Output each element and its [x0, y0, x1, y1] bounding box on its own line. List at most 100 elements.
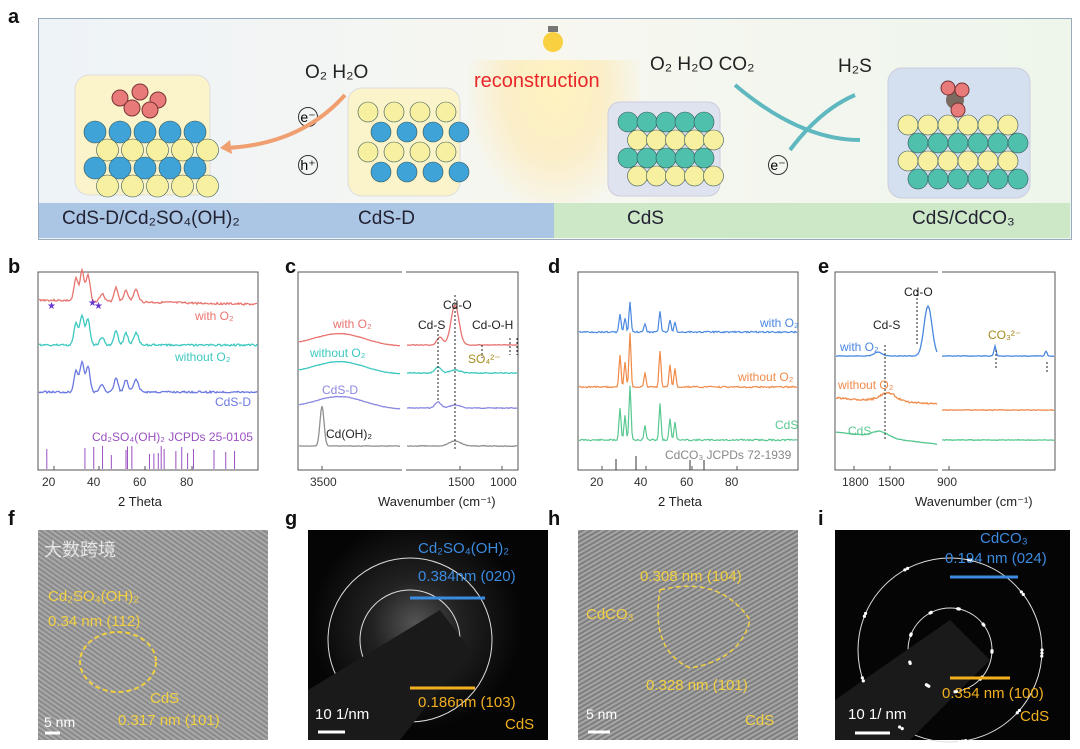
diffraction-spot [957, 739, 962, 744]
oxygen-atom [111, 89, 129, 107]
atom [183, 120, 207, 144]
oxygen-atom [141, 101, 159, 119]
diffraction-spot [960, 739, 965, 743]
g-phase2-label: CdS [505, 716, 535, 733]
atom [422, 161, 444, 183]
g-phase-label: Cd₂SO₄(OH)₂ [418, 540, 510, 557]
panel-label-g: g [285, 508, 298, 530]
diffraction-spot [1040, 654, 1044, 658]
h-d-spacing-2: 0.328 nm (101) [646, 677, 748, 694]
ir-trace-right-0 [406, 304, 518, 347]
diffraction-spot [970, 558, 974, 563]
legend-without-o2: without O₂ [738, 370, 794, 384]
h-phase2-label: CdS [745, 712, 775, 729]
x-axis-label-b: 2 Theta [118, 494, 162, 509]
atom [146, 174, 169, 198]
g-d-spacing-1: 0.384nm (020) [418, 568, 516, 585]
diffraction-spot [924, 683, 929, 687]
annotation-co3: CO₃²⁻ [988, 328, 1022, 342]
atom [997, 150, 1019, 172]
ir-trace-e-left-1 [835, 391, 938, 405]
x-tick-label-b: 20 [42, 475, 56, 489]
atom [108, 156, 132, 180]
h-scale-label: 5 nm [586, 706, 618, 722]
x-tick-label-c: 3500 [310, 475, 337, 489]
atom [158, 120, 182, 144]
reconstruction-label: reconstruction [474, 70, 600, 92]
x-tick-label-e: 900 [937, 475, 958, 489]
diffraction-spot [1021, 592, 1025, 596]
axis-break [938, 268, 942, 474]
diffraction-spot [990, 650, 994, 654]
atom [370, 161, 392, 183]
ir-trace-e-right-1 [941, 408, 1055, 412]
diffraction-spot [898, 725, 902, 729]
atom [83, 120, 107, 144]
atom [96, 174, 119, 198]
atom [997, 114, 1019, 136]
tem-image-h [578, 530, 798, 740]
lattice-region-outline [79, 631, 157, 693]
atom [448, 121, 470, 143]
i-phase2-label: CdS [1020, 708, 1050, 725]
atom [133, 156, 157, 180]
atom [357, 101, 379, 123]
arrow-right-icon [733, 83, 861, 142]
f-d-spacing-2: 0.317 nm (101) [118, 712, 220, 729]
diffraction-spot [953, 690, 957, 694]
star-marker: ★ [94, 301, 103, 312]
reference-label: CdCO₃ JCPDs 72-1939 [665, 448, 792, 462]
atom [409, 101, 431, 123]
band-left [39, 203, 554, 238]
legend-without-o2: without O₂ [838, 378, 894, 392]
g-scale-label: 10 1/nm [315, 706, 370, 723]
atom [121, 138, 144, 162]
atom [108, 120, 132, 144]
diffraction-spot [982, 623, 986, 627]
panel-label-i: i [818, 508, 824, 530]
x-tick-label-d: 40 [634, 475, 648, 489]
legend-with-o2: with O₂ [333, 317, 372, 331]
atom [96, 138, 119, 162]
band-label-cds-d: CdS-D [358, 208, 416, 229]
atom [171, 174, 194, 198]
atom [183, 156, 207, 180]
axis-break [402, 268, 406, 474]
atom [435, 141, 457, 163]
atom [396, 121, 418, 143]
diffraction-spot [861, 679, 865, 683]
plot-frame-b [37, 271, 259, 471]
x-tick-label-b: 40 [87, 475, 101, 489]
f-scale-label: 5 nm [44, 714, 76, 730]
band-label-cds-d-cd2so4oh2: CdS-D/Cd₂SO₄(OH)₂ [62, 208, 240, 229]
diffraction-spot [1040, 651, 1044, 655]
band-right [554, 203, 1070, 238]
ir-trace-left-0 [299, 332, 400, 347]
x-axis-label-d: 2 Theta [658, 494, 702, 509]
atom [396, 161, 418, 183]
ir-trace-e-right-0 [941, 343, 1055, 357]
panel-label-d: d [548, 256, 561, 278]
legend-without-o2: without O₂ [175, 350, 231, 364]
diffraction-spot [1017, 708, 1021, 713]
i-scale-label: 10 1/ nm [848, 706, 907, 723]
atom [133, 120, 157, 144]
atom [196, 138, 219, 162]
atom [703, 165, 724, 187]
oxygen-atom [131, 83, 149, 101]
atom [1007, 168, 1029, 190]
oxygen-atom [954, 82, 970, 98]
tem-image-f [38, 530, 268, 740]
diffraction-spot [1040, 648, 1044, 652]
f-phase2-label: CdS [150, 690, 180, 707]
plot-frame-d [577, 271, 799, 471]
panel-label-h: h [548, 508, 561, 530]
x-tick-label-b: 80 [180, 475, 194, 489]
watermark: 大数跨境 [44, 540, 116, 560]
right-reactants: O₂ H₂O CO₂ [650, 54, 755, 75]
x-tick-label-d: 20 [590, 475, 604, 489]
ir-trace-e-left-2 [835, 430, 938, 445]
atom [158, 156, 182, 180]
i-d-spacing-1: 0.194 nm (024) [945, 550, 1047, 567]
